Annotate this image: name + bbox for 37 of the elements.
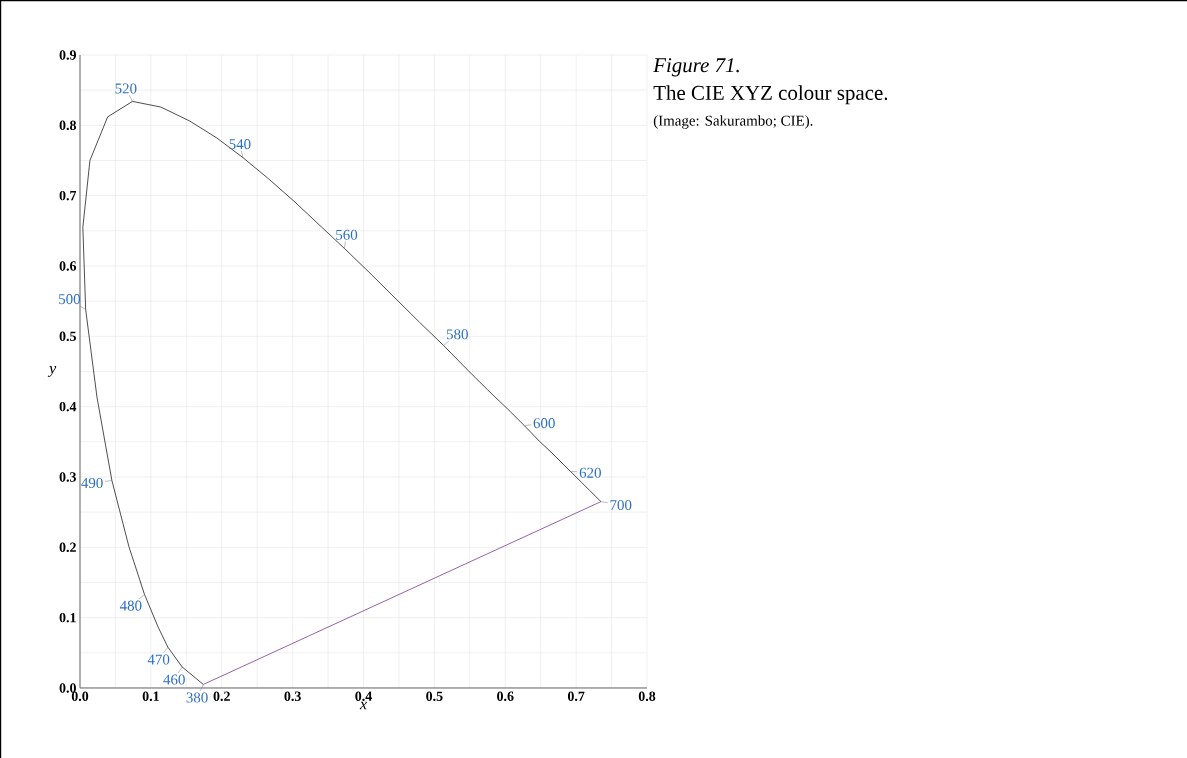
x-axis-title: x — [359, 701, 367, 710]
y-tick-label: 0.3 — [59, 472, 77, 482]
y-tick-label: 0.6 — [59, 261, 77, 271]
annotation: 380 — [186, 692, 208, 703]
x-tick-label: 0.4 — [355, 691, 372, 701]
y-tick-label: 0.8 — [59, 120, 77, 131]
annotation: 460 — [163, 674, 185, 685]
y-tick-label: 0.4 — [59, 401, 77, 412]
x-tick-label: 0.2 — [213, 691, 230, 701]
x-tick-label: 0.3 — [284, 691, 301, 701]
y-tick-label: 0.1 — [59, 612, 76, 623]
text: (Image: Sakurambo; CIE). — [653, 115, 813, 129]
annotation: 620 — [579, 467, 601, 478]
x-tick-label: 0.5 — [426, 691, 443, 701]
y-axis-title: y — [47, 366, 57, 377]
annotation: 500 — [59, 294, 81, 305]
y-tick-label: 0.2 — [59, 542, 76, 553]
annotation: 520 — [115, 83, 137, 94]
x-tick-label: 0.6 — [497, 691, 514, 701]
text: Figure 71. — [653, 58, 739, 77]
annotation: 540 — [229, 139, 251, 150]
text: The CIE XYZ colour space. — [653, 85, 888, 105]
annotation: 490 — [81, 477, 103, 489]
y-tick-label: 0.7 — [59, 190, 77, 201]
x-tick-label: 0.1 — [142, 691, 159, 701]
x-tick-label: 0.8 — [638, 691, 656, 701]
annotation: 580 — [446, 329, 468, 340]
annotation: 560 — [336, 229, 358, 240]
annotation: 470 — [147, 654, 170, 665]
annotation: 600 — [533, 418, 555, 429]
x-tick-label: 0.7 — [567, 691, 585, 701]
annotation: 700 — [610, 499, 632, 511]
y-tick-label: 0.5 — [59, 331, 76, 342]
y-tick-label: 0.9 — [59, 50, 76, 60]
x-tick-label: 0.0 — [71, 691, 89, 701]
annotation: 480 — [119, 600, 142, 611]
y-tick-label: 0.0 — [59, 683, 76, 693]
